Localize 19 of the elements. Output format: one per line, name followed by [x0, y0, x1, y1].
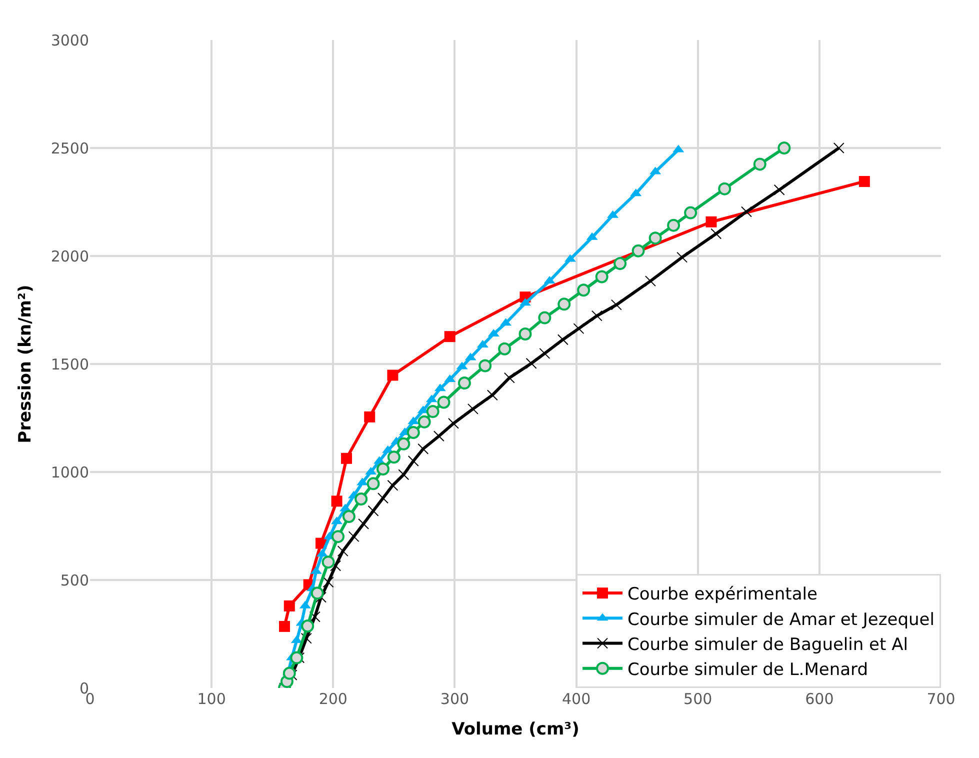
x-tick-label: 300: [440, 690, 470, 708]
y-tick-label: 1500: [50, 355, 89, 374]
y-tick-label: 3000: [50, 31, 89, 50]
y-axis-title: Pression (kn/m²): [15, 284, 36, 444]
x-tick-label: 400: [562, 690, 591, 708]
legend-label: Courbe expérimentale: [628, 584, 818, 605]
x-tick-label: 600: [805, 690, 834, 708]
y-tick-label: 500: [60, 571, 89, 590]
x-axis-title: Volume (cm³): [452, 719, 580, 740]
y-tick-label: 2000: [50, 247, 89, 266]
legend-label: Courbe simuler de Amar et Jezequel: [628, 610, 934, 630]
x-tick-label: 100: [197, 690, 226, 708]
legend-label: Courbe simuler de L.Menard: [628, 660, 868, 680]
x-tick-label: 700: [926, 690, 956, 708]
x-tick-label: 200: [318, 690, 348, 708]
x-tick-label: 500: [684, 690, 712, 708]
legend-label: Courbe simuler de Baguelin et Al: [628, 634, 908, 655]
y-tick-label: 2500: [50, 139, 89, 158]
y-tick-label: 1000: [50, 463, 89, 482]
